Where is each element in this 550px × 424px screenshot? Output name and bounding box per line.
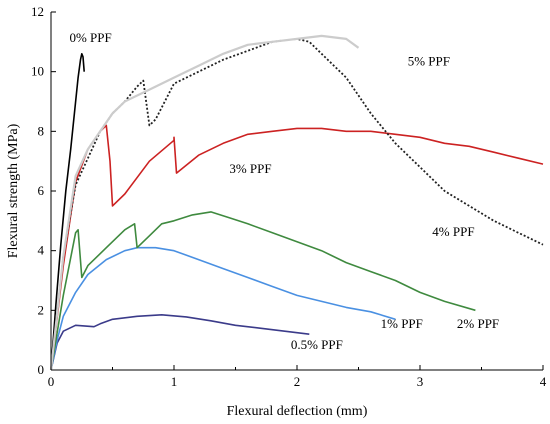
series-annotation: 0.5% PPF: [291, 337, 343, 352]
series-layer: [49, 34, 544, 371]
y-tick-label: 8: [38, 123, 45, 138]
series-annotation: 5% PPF: [408, 54, 450, 69]
y-tick-label: 12: [31, 4, 44, 19]
x-tick-label: 4: [540, 374, 547, 389]
y-tick-label: 2: [38, 302, 45, 317]
series-line-2-ppf: [50, 211, 476, 371]
series-annotation: 3% PPF: [229, 161, 271, 176]
y-axis-label: Flexural strength (MPa): [6, 123, 21, 258]
x-axis-label: Flexural deflection (mm): [227, 404, 368, 419]
series-annotation: 0% PPF: [69, 30, 111, 45]
series-annotation: 4% PPF: [432, 224, 474, 239]
series-line-5-ppf: [49, 34, 360, 371]
series-line-0-ppf: [50, 52, 85, 371]
x-tick-label: 2: [294, 374, 301, 389]
series-annotation: 1% PPF: [381, 316, 423, 331]
y-tick-label: 4: [38, 243, 45, 258]
series-line-1-ppf: [50, 246, 396, 371]
annotation-layer: 0% PPF 5% PPF 3% PPF 4% PPF 1% PPF 2% PPF 0.5%…: [69, 30, 499, 352]
y-tick-label: 0: [38, 362, 45, 377]
x-tick-label: 1: [171, 374, 178, 389]
y-tick-label: 6: [38, 183, 45, 198]
x-tick-label: 0: [48, 374, 55, 389]
series-line-0-5-ppf: [50, 313, 310, 371]
series-annotation: 2% PPF: [457, 316, 499, 331]
x-tick-label: 3: [417, 374, 424, 389]
y-tick-label: 10: [31, 64, 44, 79]
